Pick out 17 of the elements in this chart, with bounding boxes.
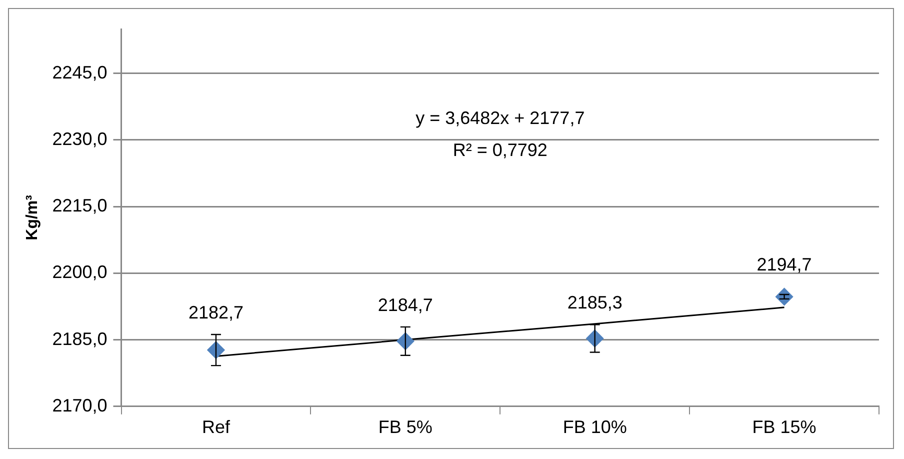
x-tick-label: Ref xyxy=(202,417,231,438)
data-label: 2184,7 xyxy=(378,294,433,315)
data-label: 2194,7 xyxy=(756,254,812,275)
data-label: 2185,3 xyxy=(567,292,622,313)
y-tick-label: 2185,0 xyxy=(52,328,108,349)
y-tick-label: 2215,0 xyxy=(52,196,108,216)
data-label: 2182,7 xyxy=(188,302,244,322)
x-tick-label: FB 5% xyxy=(378,417,432,438)
y-tick-label: 2200,0 xyxy=(52,262,108,282)
x-tick-label: FB 15% xyxy=(752,417,816,438)
y-tick-label: 2245,0 xyxy=(52,62,108,82)
y-tick-label: 2170,0 xyxy=(52,395,108,416)
y-axis-title: Kg/m³ xyxy=(24,195,42,240)
x-tick-label: FB 10% xyxy=(562,417,627,438)
annotation: R² = 0,7792 xyxy=(452,140,548,160)
annotation: y = 3,6482x + 2177,7 xyxy=(416,108,585,128)
y-tick-label: 2230,0 xyxy=(52,128,108,149)
